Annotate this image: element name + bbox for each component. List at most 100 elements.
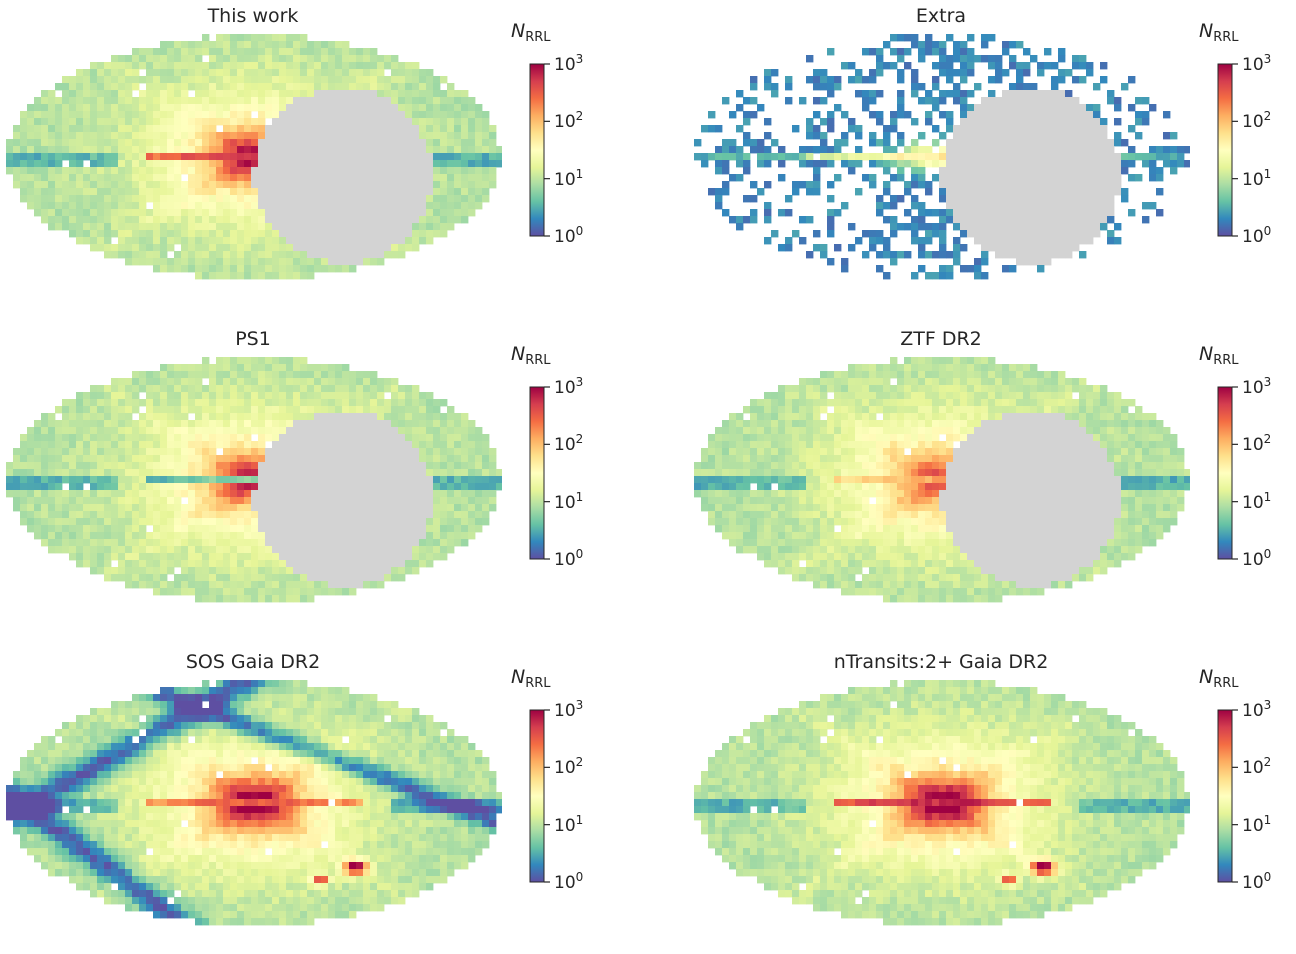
masked-pixel [1107,160,1114,167]
density-pixel [48,511,55,518]
masked-pixel [356,230,363,237]
density-pixel [20,455,27,462]
density-pixel [349,62,356,69]
density-pixel [111,160,118,167]
density-pixel [181,216,188,223]
density-pixel [300,90,307,97]
masked-pixel [370,251,377,258]
colorbar-tick-label: 101 [554,167,583,190]
density-pixel [461,455,468,462]
density-pixel [300,258,307,265]
density-pixel [440,483,447,490]
density-pixel [265,399,272,406]
density-pixel [237,539,244,546]
masked-pixel [1065,230,1072,237]
masked-pixel [1065,223,1072,230]
density-pixel [967,48,974,55]
density-pixel [300,62,307,69]
density-pixel [139,553,146,560]
masked-pixel [342,181,349,188]
masked-pixel [314,195,321,202]
masked-pixel [321,153,328,160]
masked-pixel [946,195,953,202]
density-pixel [111,90,118,97]
density-pixel [356,399,363,406]
masked-pixel [356,139,363,146]
density-pixel [279,385,286,392]
density-pixel [167,160,174,167]
density-pixel [489,490,496,497]
density-pixel [876,62,883,69]
masked-pixel [1023,139,1030,146]
density-pixel [223,41,230,48]
density-pixel [244,139,251,146]
density-pixel [125,567,132,574]
masked-pixel [314,455,321,462]
density-pixel [293,41,300,48]
density-pixel [468,511,475,518]
density-pixel [447,125,454,132]
density-pixel [932,48,939,55]
density-pixel [405,244,412,251]
density-pixel [237,357,244,364]
density-pixel [799,153,806,160]
density-pixel [90,188,97,195]
density-pixel [153,546,160,553]
density-pixel [1002,41,1009,48]
density-pixel [960,48,967,55]
masked-pixel [293,174,300,181]
masked-pixel [426,497,433,504]
masked-pixel [377,188,384,195]
density-pixel [1121,139,1128,146]
density-pixel [272,434,279,441]
density-pixel [258,209,265,216]
density-pixel [125,104,132,111]
masked-pixel [1030,118,1037,125]
density-pixel [272,588,279,595]
masked-pixel [1100,153,1107,160]
density-pixel [897,48,904,55]
density-pixel [904,223,911,230]
density-pixel [447,146,454,153]
density-pixel [167,258,174,265]
density-pixel [188,55,195,62]
density-pixel [370,399,377,406]
masked-pixel [328,483,335,490]
density-pixel [286,244,293,251]
density-pixel [848,153,855,160]
density-pixel [237,125,244,132]
density-pixel [139,483,146,490]
density-pixel [251,588,258,595]
density-pixel [300,574,307,581]
masked-pixel [314,237,321,244]
masked-pixel [272,202,279,209]
density-pixel [265,406,272,413]
masked-pixel [342,413,349,420]
density-pixel [433,167,440,174]
density-pixel [461,167,468,174]
density-pixel [20,174,27,181]
masked-pixel [300,195,307,202]
density-pixel [1142,153,1149,160]
density-pixel [104,118,111,125]
density-pixel [419,104,426,111]
masked-pixel [363,511,370,518]
density-pixel [167,167,174,174]
density-pixel [195,546,202,553]
density-pixel [750,139,757,146]
density-pixel [132,251,139,258]
masked-pixel [293,455,300,462]
density-pixel [167,399,174,406]
density-pixel [251,539,258,546]
masked-pixel [405,174,412,181]
density-pixel [146,392,153,399]
masked-pixel [398,497,405,504]
density-pixel [62,153,69,160]
density-pixel [918,160,925,167]
density-pixel [139,441,146,448]
masked-pixel [967,223,974,230]
density-pixel [139,434,146,441]
density-pixel [715,125,722,132]
density-pixel [335,69,342,76]
density-pixel [111,230,118,237]
